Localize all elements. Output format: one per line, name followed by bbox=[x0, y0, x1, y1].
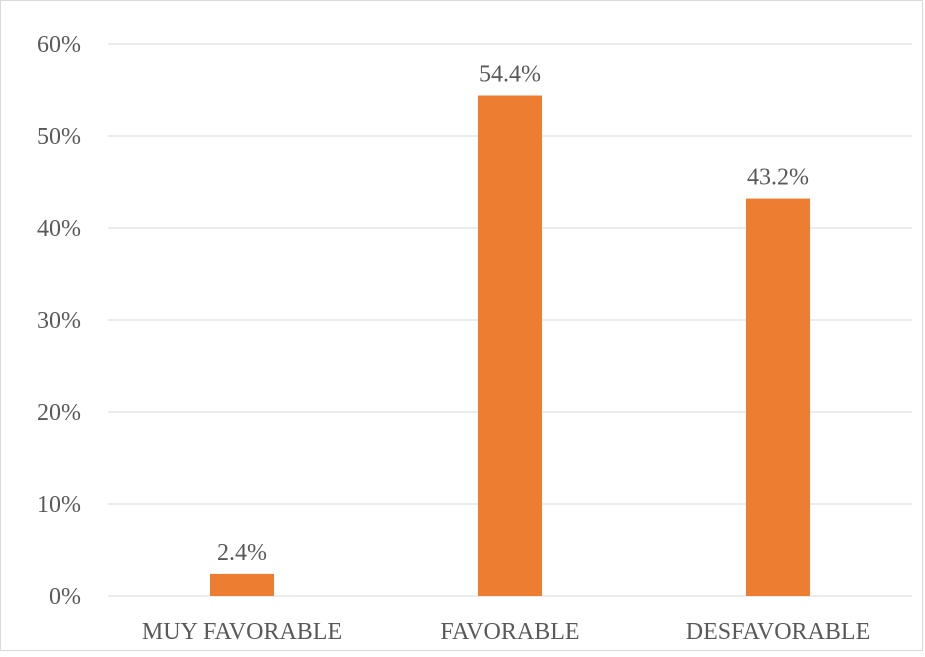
bar bbox=[210, 573, 274, 596]
x-category-label: DESFAVORABLE bbox=[686, 619, 870, 645]
y-tick-label: 10% bbox=[37, 492, 81, 518]
data-label: 2.4% bbox=[217, 540, 267, 566]
y-tick-label: 60% bbox=[37, 32, 81, 58]
y-tick-label: 50% bbox=[37, 124, 81, 150]
x-category-label: FAVORABLE bbox=[440, 619, 579, 645]
y-tick-label: 0% bbox=[49, 584, 81, 610]
x-axis-category-labels: MUY FAVORABLE FAVORABLE DESFAVORABLE bbox=[142, 619, 870, 645]
y-tick-label: 40% bbox=[37, 216, 81, 242]
y-axis-tick-labels: 0% 10% 20% 30% 40% 50% 60% bbox=[37, 32, 81, 610]
data-labels: 2.4% 54.4% 43.2% bbox=[217, 62, 809, 566]
data-label: 54.4% bbox=[479, 62, 541, 88]
bar bbox=[746, 198, 810, 596]
y-tick-label: 20% bbox=[37, 400, 81, 426]
y-tick-label: 30% bbox=[37, 308, 81, 334]
bar bbox=[478, 95, 542, 597]
data-label: 43.2% bbox=[747, 165, 809, 191]
x-category-label: MUY FAVORABLE bbox=[142, 619, 342, 645]
bars bbox=[210, 95, 810, 597]
